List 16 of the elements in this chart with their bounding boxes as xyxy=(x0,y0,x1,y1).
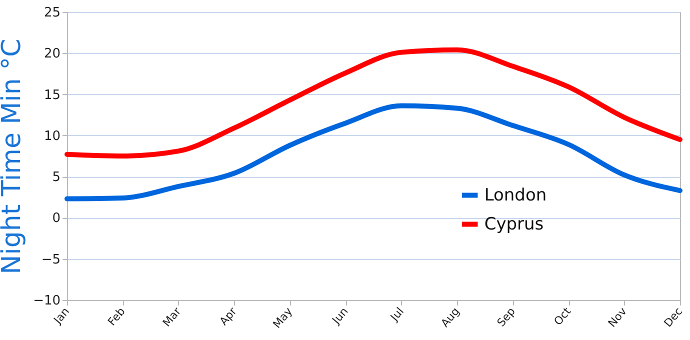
y-tick-label: 0 xyxy=(52,211,60,226)
x-tick-label: Oct xyxy=(551,304,574,328)
y-tick-label: 10 xyxy=(44,128,60,144)
x-tick-label: Apr xyxy=(217,304,240,328)
y-tick-label: 25 xyxy=(44,6,60,20)
y-tick-label: −5 xyxy=(41,252,60,268)
y-tick-label: 15 xyxy=(44,88,60,103)
x-tick-label: Jun xyxy=(329,304,351,328)
legend-label: London xyxy=(484,185,547,206)
x-tick-label: Jul xyxy=(387,305,406,324)
y-tick-label: 5 xyxy=(52,170,60,186)
y-axis-title: Night Time Min °C xyxy=(0,38,28,274)
legend-label: Cyprus xyxy=(484,214,544,234)
x-tick-label: Sep xyxy=(494,304,518,330)
x-tick-label: Feb xyxy=(105,304,128,328)
y-tick-label: 20 xyxy=(44,46,60,62)
